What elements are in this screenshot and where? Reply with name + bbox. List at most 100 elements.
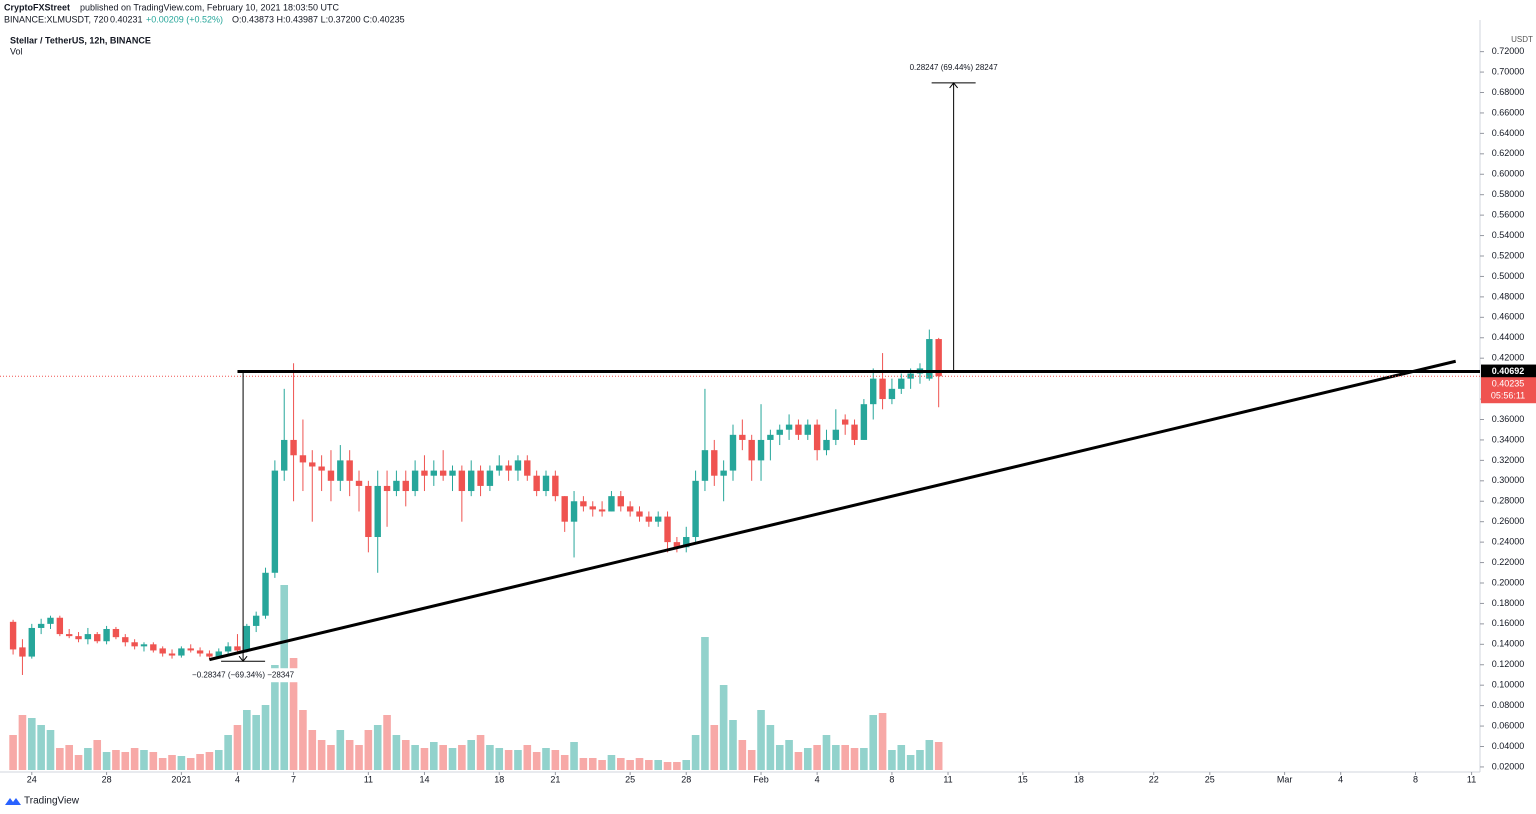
candle-body xyxy=(701,450,709,481)
volume-bar xyxy=(214,750,223,770)
candle-body xyxy=(103,628,110,642)
y-tick-label: 0.32000 xyxy=(1492,455,1525,465)
volume-bar xyxy=(243,710,251,770)
measure-label-bg xyxy=(898,60,1009,75)
volume-bar xyxy=(701,637,709,770)
x-tick-label: 4 xyxy=(235,774,240,784)
candle-body xyxy=(898,378,905,389)
volume-bar xyxy=(158,758,167,770)
volume-bar xyxy=(355,745,363,770)
trendline xyxy=(209,359,1457,662)
candle-body xyxy=(870,378,877,405)
volume-label: Vol xyxy=(10,46,23,56)
volume-bar xyxy=(289,658,298,770)
candle-body xyxy=(327,470,335,481)
volume-bar xyxy=(224,735,232,770)
candle-body xyxy=(309,462,316,467)
volume-bar xyxy=(18,715,27,770)
x-tick-label: 4 xyxy=(1338,774,1343,784)
volume-bar xyxy=(822,735,831,770)
candle-body xyxy=(888,388,896,400)
volume-bar xyxy=(934,742,943,770)
candle-body xyxy=(570,501,578,522)
candle-body xyxy=(813,424,821,451)
candle-body xyxy=(206,653,213,657)
candle-body xyxy=(514,460,522,471)
candle-body xyxy=(841,419,849,425)
volume-bar xyxy=(74,755,83,770)
volume-bar xyxy=(906,755,915,770)
volume-bar xyxy=(401,740,410,770)
candle-body xyxy=(271,470,279,573)
y-tick-label: 0.08000 xyxy=(1492,700,1525,710)
volume-bar xyxy=(785,740,793,770)
candle-body xyxy=(561,496,568,522)
candle-body xyxy=(589,506,596,510)
volume-bar xyxy=(458,745,466,770)
y-tick-label: 0.06000 xyxy=(1492,720,1525,730)
volume-bar xyxy=(542,748,550,770)
candle-body xyxy=(215,651,222,657)
price: 0.40231 xyxy=(110,14,143,24)
volume-bar xyxy=(261,705,270,770)
y-tick-label: 0.02000 xyxy=(1492,761,1525,771)
volume-bar xyxy=(869,715,878,770)
candle-body xyxy=(374,485,381,538)
volume-bar xyxy=(233,725,242,770)
candle-body xyxy=(37,623,45,628)
y-tick-label: 0.18000 xyxy=(1492,598,1525,608)
y-tick-label: 0.72000 xyxy=(1492,46,1525,56)
x-tick-label: 2021 xyxy=(171,774,191,784)
volume-bar xyxy=(93,740,102,770)
candle-body xyxy=(524,460,531,476)
candle-body xyxy=(832,429,840,440)
volume-bar xyxy=(252,715,260,770)
volume-bar xyxy=(710,725,719,770)
volume-bar xyxy=(832,745,840,770)
volume-bar xyxy=(392,735,401,770)
volume-bar xyxy=(411,745,419,770)
candle-body xyxy=(795,424,802,435)
candle-body xyxy=(458,470,466,492)
candle-body xyxy=(159,648,166,654)
candle-body xyxy=(654,516,662,522)
candle-body xyxy=(608,496,615,512)
candle-body xyxy=(729,434,737,471)
candle-body xyxy=(346,460,353,481)
volume-bar xyxy=(523,745,532,770)
candle-body xyxy=(860,404,868,440)
volume-bar xyxy=(46,730,55,770)
volume-bar xyxy=(803,748,812,770)
volume-bar xyxy=(56,748,64,770)
candle-body xyxy=(224,646,232,652)
volume-bar xyxy=(860,748,868,770)
y-tick-label: 0.10000 xyxy=(1492,680,1525,690)
measure-arrow xyxy=(238,655,248,663)
logo xyxy=(5,798,21,805)
measure-label: −0.28347 (−69.34%) −28347 xyxy=(192,670,295,679)
volume-bar xyxy=(598,760,606,770)
candle-body xyxy=(262,572,269,616)
volume-bar xyxy=(719,685,728,770)
candle-body xyxy=(140,644,148,647)
volume-bar xyxy=(841,745,849,770)
x-tick-label: 28 xyxy=(681,774,691,784)
candle-body xyxy=(234,646,241,651)
y-tick-label: 0.48000 xyxy=(1492,291,1525,301)
countdown: 05:56:11 xyxy=(1491,391,1525,401)
candle-body xyxy=(683,537,690,548)
volume-bar xyxy=(579,758,588,770)
candle-body xyxy=(365,485,372,538)
candle-body xyxy=(851,424,858,440)
candle-body xyxy=(804,424,811,435)
y-tick-label: 0.28000 xyxy=(1492,496,1525,506)
volume-bar xyxy=(673,762,681,770)
x-tick-label: 11 xyxy=(1467,774,1476,784)
volume-bar xyxy=(663,762,672,770)
volume-bar xyxy=(308,730,317,770)
candle-body xyxy=(468,470,475,492)
candle-body xyxy=(776,429,783,435)
candle-body xyxy=(112,628,120,638)
x-tick-label: 22 xyxy=(1149,774,1159,784)
